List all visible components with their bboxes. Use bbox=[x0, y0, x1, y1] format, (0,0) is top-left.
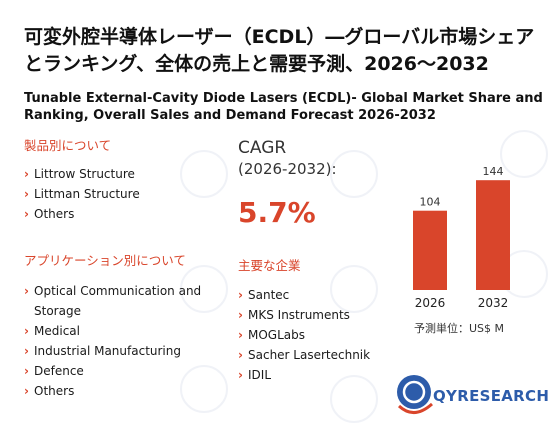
company-item: Santec bbox=[238, 285, 388, 305]
company-item: Sacher Lasertechnik bbox=[238, 345, 388, 365]
company-item: MOGLabs bbox=[238, 325, 388, 345]
company-list: Santec MKS Instruments MOGLabs Sacher La… bbox=[238, 285, 388, 385]
product-list: Littrow Structure Littman Structure Othe… bbox=[24, 164, 224, 224]
application-item: Industrial Manufacturing bbox=[24, 341, 204, 361]
product-item: Littman Structure bbox=[24, 184, 224, 204]
qyresearch-logo bbox=[397, 375, 433, 414]
page-title-japanese: 可変外腔半導体レーザー（ECDL）―グローバル市場シェアとランキング、全体の売上… bbox=[24, 26, 535, 75]
company-item: IDIL bbox=[238, 365, 388, 385]
page-title-english: Tunable External-Cavity Diode Lasers (EC… bbox=[24, 91, 543, 123]
product-section-heading: 製品別について bbox=[24, 138, 112, 153]
category-label: 2026 bbox=[415, 296, 446, 310]
cagr-label: CAGR bbox=[238, 138, 287, 158]
company-item: MKS Instruments bbox=[238, 305, 388, 325]
logo-wordmark: QYRESEARCH bbox=[433, 387, 550, 405]
watermark-logo-icon bbox=[500, 130, 548, 178]
product-item: Others bbox=[24, 204, 224, 224]
cagr-range: (2026-2032): bbox=[238, 160, 337, 178]
category-label: 2032 bbox=[478, 296, 509, 310]
bar-2032 bbox=[476, 180, 510, 290]
application-item: Others bbox=[24, 381, 204, 401]
bar-value-label: 144 bbox=[483, 165, 504, 178]
application-item: Medical bbox=[24, 321, 204, 341]
cagr-value: 5.7% bbox=[238, 196, 316, 229]
bar-2026 bbox=[413, 210, 447, 290]
product-item: Littrow Structure bbox=[24, 164, 224, 184]
application-item: Optical Communication and Storage bbox=[24, 281, 204, 321]
bar-value-label: 104 bbox=[420, 196, 441, 209]
application-list: Optical Communication and Storage Medica… bbox=[24, 281, 204, 401]
unit-label: 予測単位：US$ M bbox=[414, 322, 505, 335]
watermark-logo-icon bbox=[330, 150, 378, 198]
application-section-heading: アプリケーション別について bbox=[24, 253, 186, 268]
companies-section-heading: 主要な企業 bbox=[238, 258, 301, 273]
forecast-bar-chart: 104 2026 144 2032 bbox=[413, 165, 510, 310]
application-item: Defence bbox=[24, 361, 204, 381]
